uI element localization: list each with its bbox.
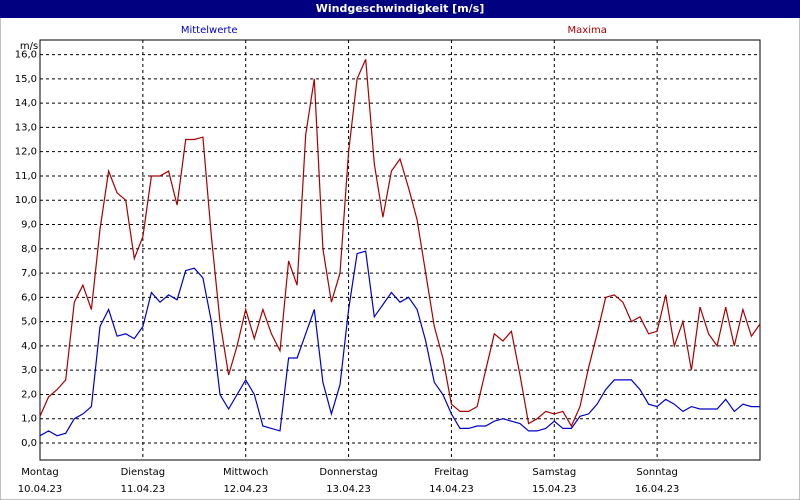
series-line <box>39 59 761 428</box>
y-tick-label: 3,0 <box>21 365 37 376</box>
x-tick-date: 16.04.23 <box>635 484 680 495</box>
x-tick-label: Dienstag <box>121 467 166 478</box>
x-tick-label: Donnerstag <box>319 467 377 478</box>
y-tick-label: 15,0 <box>15 74 37 85</box>
y-tick-label: 5,0 <box>21 317 37 328</box>
y-tick-label: 7,0 <box>21 268 37 279</box>
x-tick-date: 11.04.23 <box>121 484 166 495</box>
x-tick-label: Mittwoch <box>223 467 268 478</box>
x-tick-date: 12.04.23 <box>223 484 268 495</box>
x-tick-date: 14.04.23 <box>429 484 474 495</box>
y-tick-label: 12,0 <box>15 147 37 158</box>
x-tick-date: 13.04.23 <box>326 484 371 495</box>
y-tick-label: 0,0 <box>21 438 37 449</box>
y-tick-label: 1,0 <box>21 414 37 425</box>
y-tick-label: 10,0 <box>15 195 37 206</box>
y-tick-label: 9,0 <box>21 220 37 231</box>
x-tick-date: 15.04.23 <box>532 484 577 495</box>
title-bar <box>0 0 800 18</box>
y-tick-label: 13,0 <box>15 122 37 133</box>
y-tick-label: 16,0 <box>15 50 37 61</box>
x-tick-label: Samstag <box>532 467 576 478</box>
y-tick-label: 4,0 <box>21 341 37 352</box>
x-tick-label: Freitag <box>434 467 468 478</box>
x-tick-date: 10.04.23 <box>18 484 63 495</box>
series-line <box>39 250 760 437</box>
y-tick-label: 14,0 <box>15 98 37 109</box>
y-tick-label: 8,0 <box>21 244 37 255</box>
y-axis-label: m/s <box>20 41 38 52</box>
y-tick-label: 11,0 <box>15 171 37 182</box>
x-tick-label: Sonntag <box>636 467 678 478</box>
chart-title: Windgeschwindigkeit [m/s] <box>316 2 485 15</box>
y-tick-label: 2,0 <box>21 389 37 400</box>
y-tick-label: 6,0 <box>21 292 37 303</box>
legend-label: Mittelwerte <box>181 25 238 36</box>
legend-label: Maxima <box>568 25 607 36</box>
x-tick-label: Montag <box>21 467 58 478</box>
